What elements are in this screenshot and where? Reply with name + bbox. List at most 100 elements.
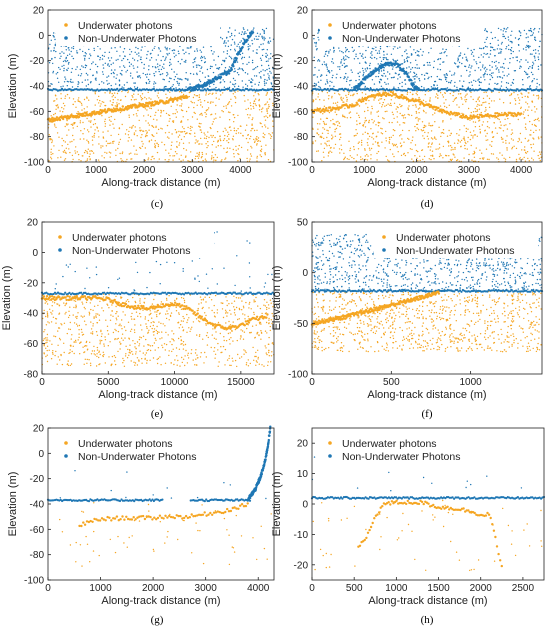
underwater-photon <box>160 112 162 114</box>
non-underwater-photon <box>223 42 225 44</box>
non-underwater-photon <box>394 72 397 74</box>
non-underwater-photon <box>518 50 520 52</box>
underwater-photon <box>160 115 162 117</box>
underwater-photon <box>532 137 534 139</box>
non-underwater-photon <box>169 61 171 64</box>
seafloor-photon <box>478 116 481 119</box>
non-underwater-photon <box>247 43 250 45</box>
underwater-photon <box>272 104 274 107</box>
underwater-photon <box>171 133 173 135</box>
underwater-photon <box>538 157 540 160</box>
underwater-photon <box>210 346 212 349</box>
underwater-photon <box>474 107 476 110</box>
underwater-photon <box>482 97 485 100</box>
underwater-photon <box>396 111 398 113</box>
underwater-photon <box>45 324 48 326</box>
non-underwater-photon <box>376 58 378 60</box>
non-underwater-photon <box>345 47 347 49</box>
underwater-photon <box>196 141 198 143</box>
non-underwater-photon <box>120 73 122 75</box>
underwater-photon <box>491 91 493 94</box>
underwater-photon <box>204 111 206 114</box>
non-underwater-photon <box>208 84 210 86</box>
underwater-photon <box>364 155 366 157</box>
underwater-photon <box>340 136 342 139</box>
non-underwater-photon <box>258 81 260 84</box>
non-underwater-photon <box>248 61 250 64</box>
underwater-photon <box>76 325 79 327</box>
underwater-photon <box>472 135 474 137</box>
underwater-photon <box>152 118 155 121</box>
non-underwater-photon <box>458 65 460 67</box>
non-underwater-photon <box>238 74 240 76</box>
underwater-photon <box>388 141 390 143</box>
underwater-photon <box>253 100 255 103</box>
underwater-photon <box>390 104 392 107</box>
non-underwater-photon <box>371 57 373 59</box>
underwater-photon <box>350 94 352 97</box>
underwater-photon <box>172 113 174 115</box>
underwater-photon <box>222 139 225 142</box>
underwater-photon <box>58 136 60 138</box>
non-underwater-photon <box>404 79 406 81</box>
underwater-photon <box>205 92 207 94</box>
non-underwater-photon <box>538 84 541 86</box>
x-tick-label: 2000 <box>133 165 156 176</box>
non-underwater-photon <box>364 87 366 89</box>
underwater-photon <box>370 111 372 113</box>
non-underwater-photon <box>89 53 91 55</box>
panel-label: (d) <box>421 198 434 210</box>
non-underwater-photon <box>378 50 380 52</box>
non-underwater-photon <box>112 62 115 64</box>
non-underwater-photon <box>106 80 108 82</box>
non-underwater-photon <box>320 74 323 76</box>
non-underwater-photon <box>485 53 487 55</box>
non-underwater-photon <box>196 48 198 50</box>
underwater-photon <box>87 140 90 143</box>
underwater-photon <box>180 154 182 156</box>
underwater-photon <box>500 127 502 129</box>
underwater-photon <box>153 135 155 138</box>
non-underwater-photon <box>56 71 59 74</box>
non-underwater-photon <box>503 35 505 38</box>
underwater-photon <box>69 141 71 143</box>
non-underwater-photon <box>453 85 456 87</box>
non-underwater-photon <box>468 75 470 77</box>
non-underwater-photon <box>512 79 515 81</box>
non-underwater-photon <box>127 58 129 61</box>
underwater-photon <box>45 347 47 349</box>
underwater-photon <box>385 140 387 142</box>
non-underwater-photon <box>427 64 429 66</box>
non-underwater-photon <box>475 61 477 63</box>
underwater-photon <box>380 98 383 100</box>
non-underwater-photon <box>536 82 538 85</box>
underwater-photon <box>338 148 341 150</box>
non-underwater-photon <box>532 61 534 63</box>
underwater-photon <box>460 145 462 147</box>
underwater-photon <box>395 108 397 110</box>
underwater-photon <box>519 132 522 135</box>
underwater-photon <box>86 139 88 141</box>
seafloor-photon <box>441 111 444 114</box>
underwater-photon <box>144 318 146 320</box>
non-underwater-photon <box>520 59 522 61</box>
underwater-photon <box>78 159 80 161</box>
land-photon <box>412 83 415 86</box>
underwater-photon <box>132 124 134 127</box>
non-underwater-photon <box>85 53 87 55</box>
non-underwater-photon <box>526 44 528 47</box>
underwater-photon <box>431 142 433 144</box>
non-underwater-photon <box>148 65 150 67</box>
non-underwater-photon <box>65 57 67 60</box>
underwater-photon <box>368 135 371 138</box>
underwater-photon <box>374 141 377 143</box>
underwater-photon <box>460 139 463 142</box>
non-underwater-photon <box>537 31 540 33</box>
underwater-photon <box>539 159 541 162</box>
underwater-photon <box>127 91 129 94</box>
non-underwater-photon <box>82 50 84 53</box>
underwater-photon <box>525 101 527 103</box>
non-underwater-photon <box>265 52 267 55</box>
underwater-photon <box>116 319 118 321</box>
underwater-photon <box>272 120 274 122</box>
